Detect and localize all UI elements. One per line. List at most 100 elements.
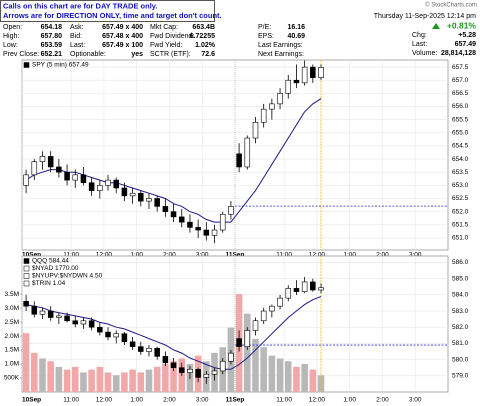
x-tick-label: 12:00: [96, 252, 113, 259]
change-percent: +0.81%: [447, 20, 477, 30]
y-tick-label: 582.0: [452, 324, 469, 331]
candle-body: [162, 206, 169, 212]
quote-value: yes: [131, 51, 143, 58]
volume-bar: [22, 333, 30, 392]
y-tick-label: 651.5: [452, 221, 469, 228]
candle-body: [129, 192, 136, 197]
y-tick-label: 656.0: [452, 103, 469, 110]
volume-bar: [47, 361, 54, 392]
last-value: 657.49: [455, 41, 477, 48]
y2-tick-label: 3.0M: [5, 305, 19, 312]
quote-label: Low:: [3, 42, 18, 49]
quote-value: 663.4B: [192, 24, 215, 31]
x-tick-label: 1:00: [343, 397, 356, 404]
candle-body: [203, 373, 210, 378]
volume-bar: [31, 352, 38, 392]
volume-bar: [96, 366, 104, 392]
volume-bar: [121, 372, 128, 392]
candle-body: [285, 288, 292, 299]
candle-body: [236, 338, 242, 347]
x-tick-label: 12:00: [96, 397, 113, 404]
volume-bar: [252, 338, 259, 392]
x-tick-label: 2:00: [163, 397, 176, 404]
candle-body: [178, 216, 185, 223]
volume-bar: [55, 366, 63, 392]
date: Thursday 11-Sep-2025 12:14 pm: [374, 13, 476, 20]
candle-body: [260, 108, 267, 123]
y-tick-label: 657.0: [452, 77, 469, 84]
y2-tick-label: 1.0M: [5, 361, 19, 368]
quote-table: Open: 654.18 Ask: 657.49 x 400 Mkt Cap: 663.4…: [3, 24, 305, 58]
candle-body: [285, 79, 292, 94]
plots: 651.0 651.5 652.0 652.5 653.0 653.5 654.0 654.5…: [4, 59, 469, 404]
candle-body: [121, 187, 128, 197]
quote-label: Optionable:: [70, 51, 106, 58]
moving-average: [26, 296, 322, 370]
quote-value: 657.49 x 100: [102, 42, 143, 49]
candle-body: [269, 305, 275, 312]
y2-tick-label: 2.0M: [5, 333, 19, 340]
y-tick-label: 581.0: [452, 340, 469, 347]
candle-body: [277, 93, 283, 105]
candle-body: [244, 137, 251, 168]
candle-body: [88, 182, 95, 191]
volume-bar: [153, 366, 161, 392]
x-tick-label: 11:00: [276, 397, 292, 404]
x-tick-label: 12:00: [309, 397, 326, 404]
volume-bar: [170, 361, 177, 392]
copyright: © StockCharts.com: [425, 2, 477, 9]
candle-body: [195, 369, 201, 378]
y-tick-label: 653.5: [452, 169, 469, 176]
candle-body: [80, 174, 87, 184]
quote-value: 652.21: [41, 51, 63, 58]
candle-body: [129, 341, 136, 347]
candle-body: [170, 211, 177, 218]
quote-value: 654.18: [41, 24, 63, 31]
volume-label: Volume:: [412, 50, 437, 57]
x-tick-label: 11:00: [276, 252, 292, 259]
x-tick-label: 11Sep: [226, 252, 245, 259]
legend-label: SPY (5 min) 657.49: [32, 62, 89, 69]
legend-swatch: [23, 62, 30, 68]
candle-body: [31, 305, 38, 315]
legend-swatch: [23, 258, 30, 264]
candle-body: [97, 185, 103, 191]
candle-body: [252, 320, 259, 331]
y-tick-label: 585.0: [452, 275, 469, 282]
quote-value: 6.72255: [190, 33, 215, 40]
candle-body: [113, 179, 119, 189]
volume-bar: [276, 358, 284, 392]
candle-body: [113, 333, 119, 338]
volume-bar: [39, 358, 46, 392]
x-tick-label: 3:00: [409, 397, 422, 404]
notice-line: Arrows are for DIRECTION ONLY, time and …: [3, 11, 222, 20]
x-tick-label: 12:00: [309, 252, 326, 259]
volume-bar: [244, 313, 251, 392]
x-tick-label: 10Sep: [22, 397, 41, 404]
y2-tick-label: 500K: [4, 375, 20, 382]
candle-body: [269, 103, 275, 110]
y2-tick-label: 2.5M: [5, 319, 19, 326]
quote-value: 16.16: [287, 24, 305, 31]
volume-bar: [63, 369, 71, 392]
x-tick-label: 3:00: [196, 252, 209, 259]
volume-bar: [80, 372, 87, 392]
candle-body: [228, 352, 234, 362]
candle-body: [318, 67, 324, 78]
y-tick-label: 579.0: [452, 373, 469, 380]
candle-body: [146, 347, 152, 352]
volume-bar: [71, 366, 79, 392]
candle-body: [244, 330, 251, 347]
y-tick-label: 583.0: [452, 308, 469, 315]
y-tick-label: 586.0: [452, 259, 469, 266]
x-tick-label: 2:00: [376, 397, 389, 404]
legend-label: $NYUPV:$NYDWN 4.50: [32, 273, 103, 280]
volume-bar: [145, 369, 153, 392]
candle-body: [293, 288, 300, 292]
candle-body: [162, 356, 169, 364]
candle-body: [56, 166, 62, 173]
y2-tick-label: 1.5M: [5, 347, 19, 354]
y-tick-label: 580.0: [452, 356, 469, 363]
y-tick-label: 655.5: [452, 116, 469, 123]
